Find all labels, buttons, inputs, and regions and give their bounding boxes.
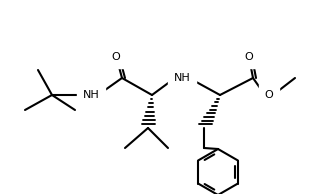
Text: O: O bbox=[112, 52, 120, 62]
Text: O: O bbox=[265, 90, 273, 100]
Text: NH: NH bbox=[83, 90, 100, 100]
Text: O: O bbox=[244, 52, 253, 62]
Text: NH: NH bbox=[174, 73, 190, 83]
